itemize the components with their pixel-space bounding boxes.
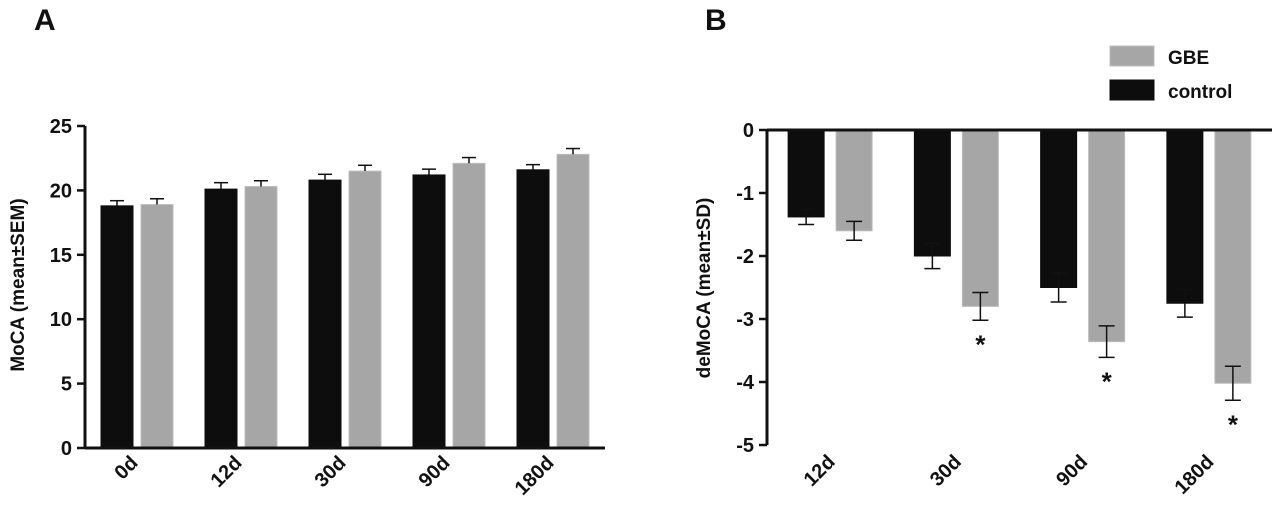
- x-tick-label: 12d: [207, 452, 247, 492]
- x-tick-label: 90d: [415, 452, 455, 492]
- bar-control-0d: [100, 205, 134, 449]
- bar-control-30d: [308, 179, 342, 449]
- bar-gbe-180d: [556, 153, 590, 449]
- x-tick-label: 180d: [511, 452, 559, 500]
- y-tick-label: -3: [736, 309, 754, 331]
- legend-label-control: control: [1168, 82, 1232, 103]
- x-tick-label: 90d: [1052, 451, 1092, 491]
- y-tick-label: 15: [50, 245, 72, 267]
- bar-control-90d: [412, 174, 446, 449]
- bar-control-12d: [204, 188, 238, 449]
- panel-b-bars: * * *: [787, 129, 1252, 439]
- panel-a-bars: [100, 147, 590, 449]
- bar-gbe-0d: [140, 204, 174, 449]
- panel-b: B deMoCA (mean±SD) * * * 12d 30d 90d 180d 0 -1 -…: [694, 4, 1272, 499]
- bar-gbe-180d: [1214, 129, 1252, 384]
- bar-control-180d: [516, 169, 550, 449]
- panel-a: A MoCA (mean±SEM) 0d 12d 30d 90d 180d 0 5 10 15 2…: [8, 4, 605, 500]
- bar-control-180d: [1166, 129, 1204, 304]
- bar-control-30d: [913, 129, 951, 257]
- bar-control-12d: [787, 129, 825, 218]
- legend-swatch-control: [1109, 79, 1155, 101]
- panel-a-letter: A: [34, 4, 56, 37]
- y-tick-label: -4: [736, 372, 755, 394]
- y-tick-label: 0: [743, 120, 754, 142]
- bar-gbe-90d: [1088, 129, 1126, 343]
- legend-label-gbe: GBE: [1168, 48, 1209, 69]
- y-tick-label: 0: [61, 438, 72, 460]
- bar-gbe-30d: [961, 129, 999, 307]
- panel-b-letter: B: [705, 4, 727, 37]
- y-tick-label: -5: [736, 435, 754, 457]
- x-tick-label: 12d: [800, 451, 840, 491]
- significance-star: *: [1102, 366, 1113, 396]
- panel-a-y-axis-title: MoCA (mean±SEM): [8, 198, 29, 371]
- legend: GBE control: [1109, 45, 1232, 103]
- bar-control-90d: [1040, 129, 1078, 288]
- y-tick-label: -2: [736, 246, 754, 268]
- y-tick-label: 10: [50, 309, 72, 331]
- bar-gbe-90d: [452, 162, 486, 449]
- x-tick-label: 30d: [926, 451, 966, 491]
- y-tick-label: -1: [736, 183, 754, 205]
- y-tick-label: 20: [50, 180, 72, 202]
- panel-b-y-axis-title: deMoCA (mean±SD): [694, 198, 715, 379]
- x-tick-label: 180d: [1171, 451, 1219, 499]
- bar-gbe-12d: [244, 186, 278, 449]
- bar-gbe-12d: [835, 129, 873, 232]
- legend-swatch-gbe: [1109, 45, 1155, 67]
- x-tick-label: 0d: [110, 452, 142, 484]
- x-tick-label: 30d: [311, 452, 351, 492]
- y-tick-label: 25: [50, 116, 72, 138]
- bar-gbe-30d: [348, 170, 382, 449]
- significance-star: *: [975, 329, 986, 359]
- y-tick-label: 5: [61, 374, 72, 396]
- significance-star: *: [1228, 409, 1239, 439]
